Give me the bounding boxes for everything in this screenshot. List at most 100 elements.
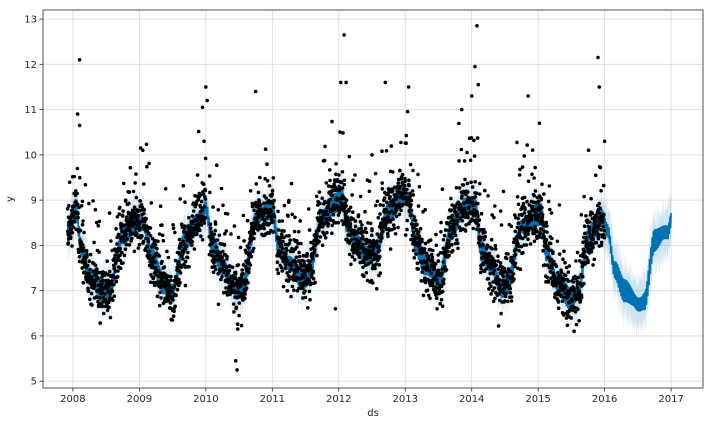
observed-point [276,271,281,276]
observed-point [491,280,495,284]
observed-point [578,298,583,303]
observed-point [70,244,74,248]
observed-point [444,268,449,272]
observed-point [252,231,257,236]
observed-point [476,201,480,206]
observed-point [220,275,224,279]
observed-point [545,263,550,268]
observed-point [153,283,157,288]
observed-point [529,214,534,219]
observed-point [290,284,295,289]
observed-point [71,213,76,217]
observed-point [130,236,134,241]
observed-point [439,298,444,302]
observed-point [326,201,331,206]
observed-point [446,249,450,254]
observed-point [376,215,381,220]
observed-point [549,211,554,215]
observed-outlier-point [597,85,602,89]
observed-point [235,278,239,283]
observed-point [428,283,433,288]
observed-point [124,232,128,237]
observed-point [441,260,445,264]
observed-point [196,197,201,202]
observed-point [498,261,503,265]
observed-point [134,172,138,176]
observed-point [530,204,535,209]
observed-point [181,257,185,261]
observed-point [245,218,250,223]
observed-outlier-point [253,89,258,94]
observed-point [230,265,235,270]
observed-point [436,259,441,263]
observed-point [503,294,508,299]
observed-point [172,284,177,289]
observed-point [115,215,120,219]
observed-point [375,199,380,204]
observed-point [335,203,339,208]
observed-point [526,228,531,233]
observed-point [405,218,410,223]
observed-point [113,261,118,265]
observed-point [83,182,88,187]
observed-point [293,260,298,264]
observed-point [493,243,498,248]
observed-point [96,283,101,288]
observed-point [389,209,394,213]
observed-point [415,261,420,266]
observed-point [495,274,500,279]
observed-point [410,189,415,193]
observed-point [483,230,487,235]
observed-point [516,202,521,207]
observed-outlier-point [138,146,143,150]
observed-point [347,241,352,245]
observed-point [325,212,330,217]
observed-point [367,179,372,184]
observed-point [271,176,276,180]
observed-point [317,239,321,244]
observed-point [598,206,602,210]
observed-point [280,269,285,273]
observed-point [540,182,544,187]
observed-point [277,219,282,223]
observed-point [82,270,87,274]
observed-point [450,203,455,207]
observed-outlier-point [459,107,464,112]
observed-point [570,308,575,312]
observed-outlier-point [333,307,338,311]
observed-point [594,219,598,223]
observed-point [556,277,560,281]
observed-point [132,249,137,254]
observed-point [438,301,443,306]
observed-point [340,219,344,223]
observed-point [138,199,143,203]
observed-outlier-point [235,368,239,372]
observed-point [117,212,122,216]
observed-point [509,295,514,299]
observed-point [287,241,292,246]
observed-point [265,215,270,220]
observed-point [556,300,561,304]
observed-point [457,121,461,126]
observed-point [423,241,428,246]
observed-point [378,254,382,259]
observed-point [566,279,571,284]
observed-point [481,262,486,267]
observed-point [517,248,521,253]
observed-point [124,242,129,247]
observed-point [389,144,394,148]
observed-point [239,323,244,328]
observed-point [388,220,393,224]
observed-point [181,229,186,234]
observed-point [208,226,213,230]
observed-point [203,188,207,193]
observed-point [450,236,454,240]
observed-point [462,201,466,206]
observed-point [148,253,152,258]
observed-point [490,247,494,251]
observed-point [246,258,250,263]
observed-point [457,159,461,163]
observed-point [582,194,586,199]
observed-point [261,223,266,228]
observed-point [157,254,162,258]
